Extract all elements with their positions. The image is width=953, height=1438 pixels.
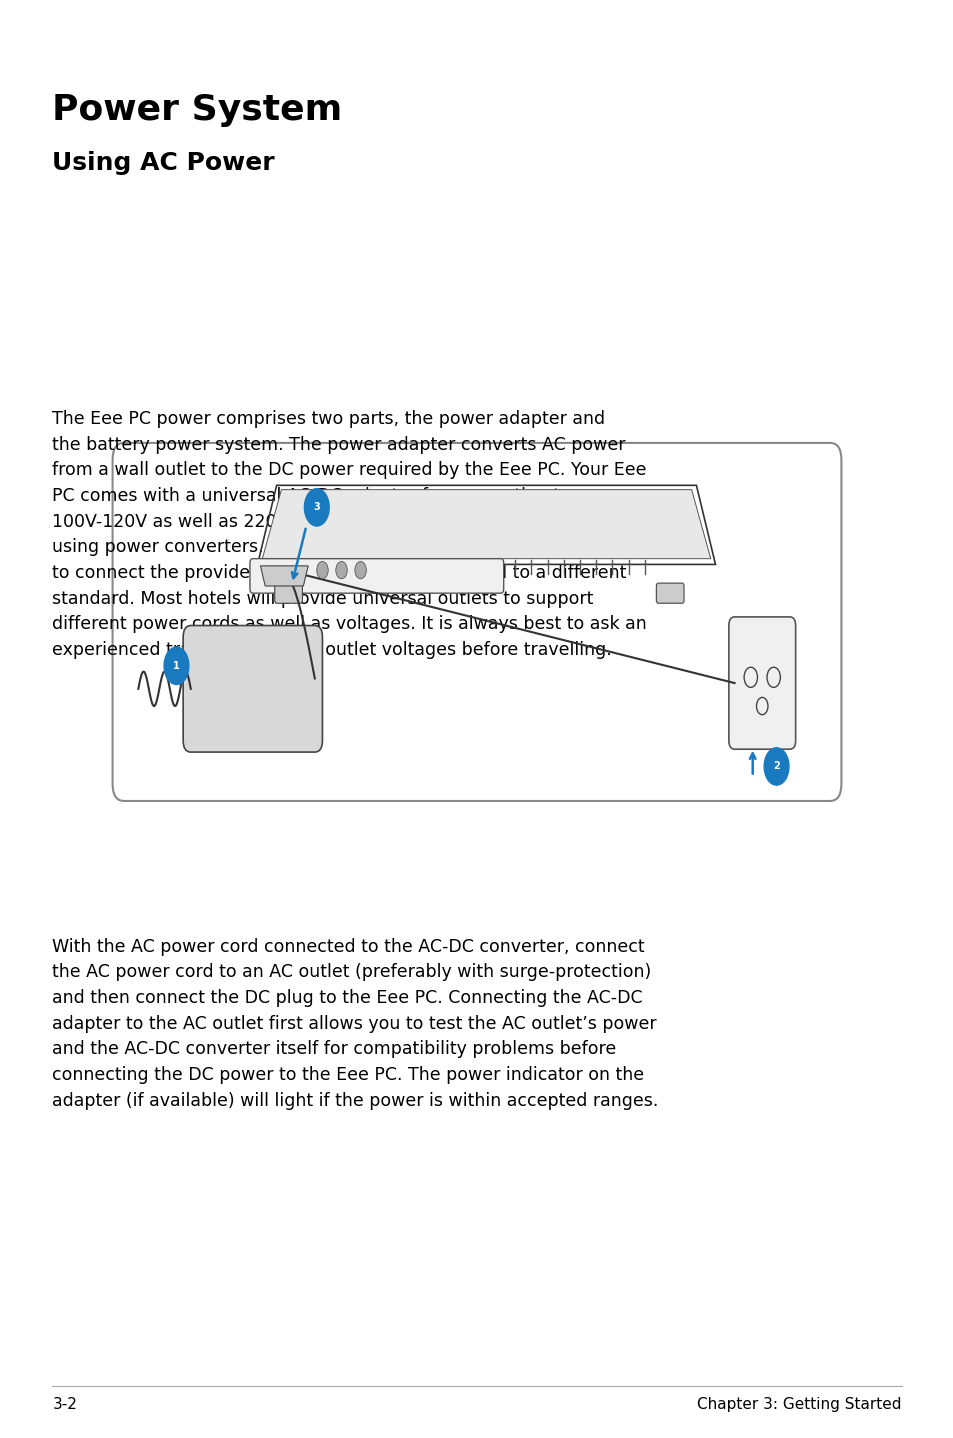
- Text: Chapter 3: Getting Started: Chapter 3: Getting Started: [697, 1398, 901, 1412]
- Circle shape: [763, 748, 788, 785]
- Text: 1: 1: [172, 661, 180, 670]
- Circle shape: [335, 561, 347, 578]
- Circle shape: [355, 561, 366, 578]
- Circle shape: [316, 561, 328, 578]
- Text: 2: 2: [772, 762, 780, 771]
- Circle shape: [304, 489, 329, 526]
- Text: 3: 3: [314, 502, 320, 512]
- Polygon shape: [262, 489, 710, 558]
- Text: Power System: Power System: [52, 93, 342, 128]
- Text: With the AC power cord connected to the AC-DC converter, connect
the AC power co: With the AC power cord connected to the …: [52, 938, 659, 1110]
- Polygon shape: [260, 565, 308, 587]
- Circle shape: [164, 647, 189, 684]
- FancyBboxPatch shape: [112, 443, 841, 801]
- Text: Using AC Power: Using AC Power: [52, 151, 274, 175]
- FancyBboxPatch shape: [274, 584, 302, 604]
- Text: 3-2: 3-2: [52, 1398, 77, 1412]
- Text: The Eee PC power comprises two parts, the power adapter and
the battery power sy: The Eee PC power comprises two parts, th…: [52, 410, 646, 659]
- FancyBboxPatch shape: [656, 584, 683, 604]
- FancyBboxPatch shape: [728, 617, 795, 749]
- FancyBboxPatch shape: [183, 626, 322, 752]
- FancyBboxPatch shape: [250, 558, 503, 592]
